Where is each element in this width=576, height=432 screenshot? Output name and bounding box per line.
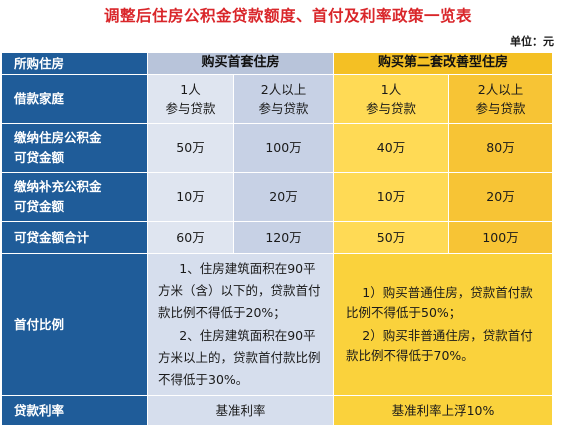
page-title: 调整后住房公积金贷款额度、首付及利率政策一览表 (103, 7, 472, 25)
housing-fund-second-one: 40万 (334, 124, 449, 173)
total-first-one: 60万 (148, 222, 234, 254)
supplementary-fund-first-two: 20万 (234, 173, 334, 222)
down-payment-first-rule-1: 1、住房建筑面积在90平方米（含）以下的，贷款首付款比例不得低于20%； (158, 260, 321, 321)
rate-first-home: 基准利率 (148, 396, 334, 426)
row-label-total: 可贷金额合计 (2, 222, 148, 254)
borrower-second-two-note: 参与贷款 (475, 101, 526, 116)
borrower-first-two: 2人以上参与贷款 (234, 75, 334, 124)
down-payment-first-rule-2: 2、住房建筑面积在90平方米以上的，贷款首付款比例不得低于30%。 (158, 327, 321, 388)
row-label-borrower: 借款家庭 (2, 75, 148, 124)
row-label-rate: 贷款利率 (2, 396, 148, 426)
housing-fund-first-two: 100万 (234, 124, 334, 173)
down-payment-first-home: 1、住房建筑面积在90平方米（含）以下的，贷款首付款比例不得低于20%； 2、住… (148, 254, 334, 396)
total-second-one: 50万 (334, 222, 449, 254)
borrower-first-one: 1人参与贷款 (148, 75, 234, 124)
total-first-two: 120万 (234, 222, 334, 254)
housing-fund-label-line2: 可贷金额 (14, 150, 65, 165)
borrower-first-two-count: 2人以上 (260, 81, 307, 97)
down-payment-second-rule-2: 2）购买非普通住房，贷款首付款比例不得低于70%。 (346, 327, 533, 363)
rate-second-home: 基准利率上浮10% (334, 396, 553, 426)
policy-table: 所购住房 购买首套住房 购买第二套改善型住房 借款家庭 1人参与贷款 2人以上参… (2, 53, 554, 426)
column-header-first-home: 购买首套住房 (148, 53, 334, 75)
supplementary-fund-second-two: 20万 (449, 173, 553, 222)
down-payment-second-rule-1: 1）购买普通住房，贷款首付款比例不得低于50%； (346, 285, 533, 321)
borrower-first-one-count: 1人 (180, 81, 201, 97)
housing-fund-first-one: 50万 (148, 124, 234, 173)
supplementary-fund-second-one: 10万 (334, 173, 449, 222)
row-label-down-payment: 首付比例 (2, 254, 148, 396)
borrower-second-one-note: 参与贷款 (365, 101, 416, 116)
row-label-supplementary-fund: 缴纳补充公积金 可贷金额 (2, 173, 148, 222)
borrower-second-one-count: 1人 (380, 81, 402, 97)
borrower-second-one: 1人参与贷款 (334, 75, 449, 124)
total-second-two: 100万 (449, 222, 553, 254)
borrower-second-two: 2人以上参与贷款 (449, 75, 553, 124)
housing-fund-second-two: 80万 (449, 124, 553, 173)
unit-label: 单位：元 (510, 35, 554, 48)
housing-fund-label-line1: 缴纳住房公积金 (14, 130, 102, 145)
borrower-second-two-count: 2人以上 (477, 81, 524, 97)
supplementary-fund-first-one: 10万 (148, 173, 234, 222)
supplementary-fund-label-line1: 缴纳补充公积金 (14, 179, 102, 194)
supplementary-fund-label-line2: 可贷金额 (14, 199, 65, 214)
borrower-first-two-note: 参与贷款 (258, 101, 309, 116)
down-payment-second-home: 1）购买普通住房，贷款首付款比例不得低于50%； 2）购买非普通住房，贷款首付款… (334, 254, 553, 396)
row-label-housing-fund: 缴纳住房公积金 可贷金额 (2, 124, 148, 173)
borrower-first-one-note: 参与贷款 (165, 101, 216, 116)
column-header-second-home: 购买第二套改善型住房 (334, 53, 553, 75)
row-label-housing: 所购住房 (2, 53, 148, 75)
